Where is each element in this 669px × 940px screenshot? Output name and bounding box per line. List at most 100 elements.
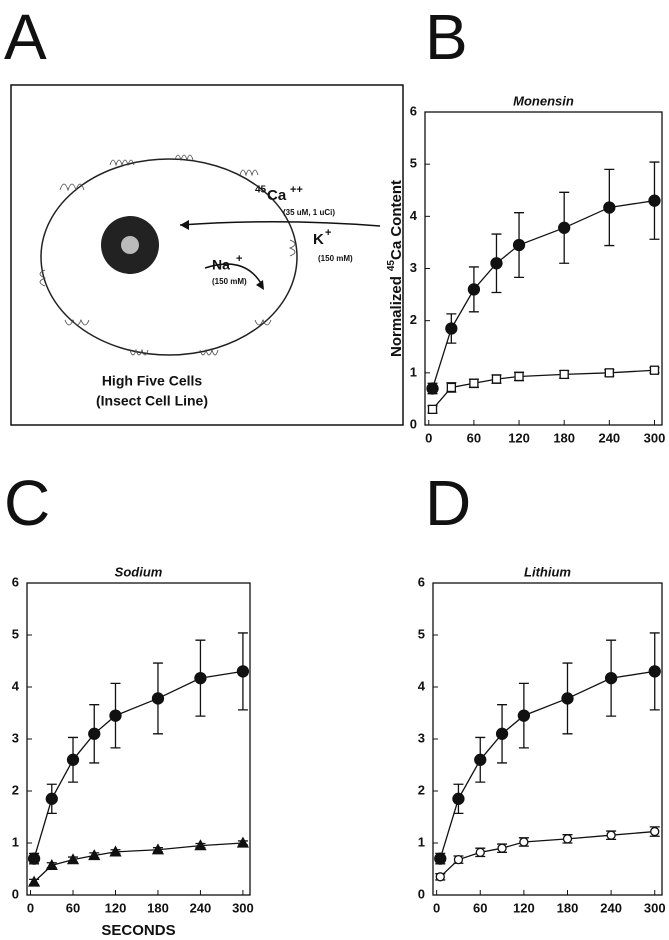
series-line [439, 830, 655, 878]
marker [604, 672, 618, 685]
nucleolus [121, 236, 139, 254]
y-tick-label: 2 [12, 782, 19, 797]
marker [561, 692, 574, 705]
marker [236, 836, 250, 848]
x-tick-label: 120 [105, 900, 127, 915]
series-line [431, 200, 655, 389]
plot-frame [432, 582, 663, 896]
x-tick-label: 300 [644, 900, 666, 915]
y-label-isotope: 45 [386, 260, 397, 272]
x-tick-label: 180 [557, 900, 579, 915]
diagram: 45 Ca ++ (35 uM, 1 uCi) K + (150 mM) Na … [10, 84, 404, 426]
marker [604, 368, 614, 378]
y-tick-label: 1 [12, 834, 19, 849]
plot-frame [26, 582, 251, 896]
series-line [33, 842, 243, 883]
y-tick-label: 1 [418, 834, 425, 849]
x-tick-label: 180 [553, 430, 575, 445]
x-tick-label: 0 [27, 900, 34, 915]
marker [649, 365, 660, 375]
x-tick-label: 180 [147, 900, 169, 915]
ion: K [313, 231, 324, 248]
marker [648, 194, 661, 207]
marker [151, 692, 165, 705]
x-tick-label: 240 [598, 430, 620, 445]
y-tick-label: 2 [418, 782, 425, 797]
marker [514, 371, 524, 382]
x-tick-label: 240 [600, 900, 622, 915]
y-tick-label: 6 [12, 574, 19, 589]
marker [194, 839, 207, 851]
plot-frame [424, 111, 663, 426]
marker [194, 672, 207, 685]
charge: ++ [290, 184, 303, 196]
marker [558, 221, 571, 234]
y-tick-label: 2 [410, 312, 417, 327]
marker [491, 374, 502, 384]
marker [426, 382, 439, 395]
marker [445, 322, 458, 335]
series-line [432, 369, 655, 410]
arrow [179, 220, 381, 227]
x-tick-label: 300 [232, 900, 254, 915]
y-tick-label: 0 [12, 886, 19, 901]
marker [495, 727, 509, 740]
marker [88, 727, 101, 740]
panel-label: D [425, 467, 471, 539]
marker [467, 283, 481, 296]
panel-label: B [425, 1, 468, 73]
series-line [439, 670, 655, 859]
y-tick-label: 4 [410, 208, 418, 223]
marker [490, 257, 503, 270]
cell-membrane [40, 158, 298, 356]
y-tick-label: 5 [410, 156, 417, 171]
marker [519, 837, 529, 847]
y-tick-label: 5 [12, 626, 19, 641]
arrowhead [180, 220, 189, 230]
marker [88, 849, 101, 861]
y-tick-label: 0 [410, 416, 417, 431]
series-line [33, 670, 244, 859]
x-tick-label: 240 [190, 900, 212, 915]
x-tick-label: 120 [508, 430, 530, 445]
marker [453, 854, 464, 865]
y-tick-label: 3 [12, 730, 19, 745]
x-tick-label: 0 [433, 900, 440, 915]
y-tick-label: 4 [12, 678, 20, 693]
chart-title: Lithium [524, 564, 571, 579]
y-axis-label: Normalized 45Ca Content [386, 180, 405, 357]
y-label-part: Ca Content [388, 180, 405, 260]
caption: High Five Cells [102, 373, 203, 389]
x-tick-label: 120 [513, 900, 535, 915]
marker [497, 843, 507, 853]
marker [27, 852, 41, 865]
marker [45, 859, 58, 871]
note: (35 uM, 1 uCi) [283, 208, 335, 217]
marker [603, 201, 616, 214]
marker [446, 382, 456, 393]
marker [469, 378, 479, 388]
marker [109, 845, 122, 857]
ion: Na [212, 257, 230, 273]
marker [27, 875, 41, 887]
note: (150 mM) [318, 254, 353, 263]
marker [650, 826, 660, 837]
panel-label: C [4, 467, 50, 539]
y-tick-label: 0 [418, 886, 425, 901]
marker [452, 792, 465, 805]
y-tick-label: 3 [410, 260, 417, 275]
marker [435, 872, 445, 882]
arrow [204, 263, 263, 286]
y-tick-label: 5 [418, 626, 425, 641]
marker [648, 665, 661, 678]
x-tick-label: 0 [425, 430, 432, 445]
caption: (Insect Cell Line) [96, 393, 208, 409]
marker [559, 369, 569, 380]
isotope: 45 [255, 185, 267, 196]
x-tick-label: 300 [644, 430, 666, 445]
x-tick-label: 60 [473, 900, 487, 915]
marker [606, 830, 616, 840]
y-tick-label: 3 [418, 730, 425, 745]
charge: + [236, 253, 242, 265]
